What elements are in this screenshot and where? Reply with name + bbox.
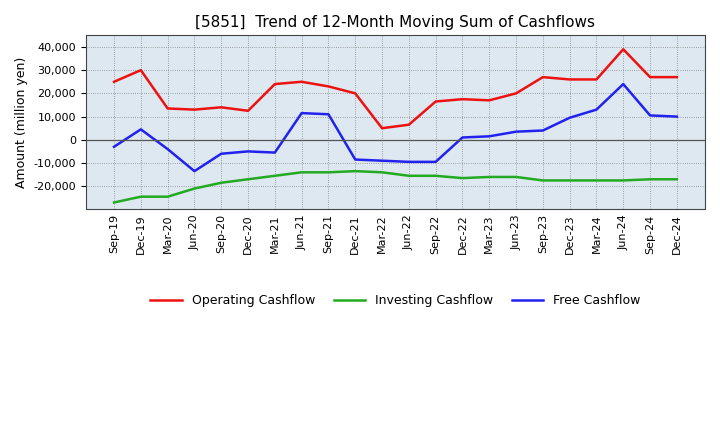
Free Cashflow [190, 169, 199, 174]
Free Cashflow [137, 127, 145, 132]
Investing Cashflow [592, 178, 600, 183]
Investing Cashflow [190, 186, 199, 191]
Operating Cashflow [271, 81, 279, 87]
Operating Cashflow [619, 47, 628, 52]
Investing Cashflow [646, 176, 654, 182]
Investing Cashflow [351, 169, 359, 174]
Investing Cashflow [619, 178, 628, 183]
Operating Cashflow [512, 91, 521, 96]
Investing Cashflow [324, 170, 333, 175]
Operating Cashflow [592, 77, 600, 82]
Free Cashflow [539, 128, 547, 133]
Free Cashflow [405, 159, 413, 165]
Investing Cashflow [244, 176, 253, 182]
Operating Cashflow [217, 105, 225, 110]
Investing Cashflow [378, 170, 387, 175]
Free Cashflow [163, 147, 172, 152]
Operating Cashflow [244, 108, 253, 114]
Free Cashflow [485, 134, 494, 139]
Investing Cashflow [512, 174, 521, 180]
Free Cashflow [431, 159, 440, 165]
Investing Cashflow [217, 180, 225, 185]
Free Cashflow [646, 113, 654, 118]
Operating Cashflow [190, 107, 199, 112]
Y-axis label: Amount (million yen): Amount (million yen) [15, 57, 28, 188]
Free Cashflow [351, 157, 359, 162]
Free Cashflow [271, 150, 279, 155]
Line: Operating Cashflow: Operating Cashflow [114, 49, 677, 128]
Operating Cashflow [405, 122, 413, 127]
Free Cashflow [378, 158, 387, 163]
Title: [5851]  Trend of 12-Month Moving Sum of Cashflows: [5851] Trend of 12-Month Moving Sum of C… [195, 15, 595, 30]
Investing Cashflow [109, 200, 118, 205]
Operating Cashflow [109, 79, 118, 84]
Investing Cashflow [271, 173, 279, 179]
Investing Cashflow [297, 170, 306, 175]
Legend: Operating Cashflow, Investing Cashflow, Free Cashflow: Operating Cashflow, Investing Cashflow, … [145, 289, 646, 312]
Operating Cashflow [672, 74, 681, 80]
Operating Cashflow [351, 91, 359, 96]
Operating Cashflow [137, 67, 145, 73]
Line: Free Cashflow: Free Cashflow [114, 84, 677, 171]
Investing Cashflow [163, 194, 172, 199]
Investing Cashflow [485, 174, 494, 180]
Operating Cashflow [297, 79, 306, 84]
Investing Cashflow [565, 178, 574, 183]
Investing Cashflow [458, 176, 467, 181]
Investing Cashflow [405, 173, 413, 179]
Free Cashflow [672, 114, 681, 119]
Free Cashflow [512, 129, 521, 134]
Free Cashflow [244, 149, 253, 154]
Operating Cashflow [646, 74, 654, 80]
Operating Cashflow [378, 125, 387, 131]
Line: Investing Cashflow: Investing Cashflow [114, 171, 677, 202]
Free Cashflow [109, 144, 118, 150]
Free Cashflow [297, 110, 306, 116]
Operating Cashflow [485, 98, 494, 103]
Operating Cashflow [431, 99, 440, 104]
Operating Cashflow [163, 106, 172, 111]
Operating Cashflow [539, 74, 547, 80]
Free Cashflow [565, 115, 574, 121]
Free Cashflow [217, 151, 225, 156]
Investing Cashflow [431, 173, 440, 179]
Free Cashflow [619, 81, 628, 87]
Investing Cashflow [539, 178, 547, 183]
Operating Cashflow [458, 96, 467, 102]
Free Cashflow [458, 135, 467, 140]
Operating Cashflow [565, 77, 574, 82]
Free Cashflow [592, 107, 600, 112]
Investing Cashflow [672, 176, 681, 182]
Operating Cashflow [324, 84, 333, 89]
Investing Cashflow [137, 194, 145, 199]
Free Cashflow [324, 112, 333, 117]
